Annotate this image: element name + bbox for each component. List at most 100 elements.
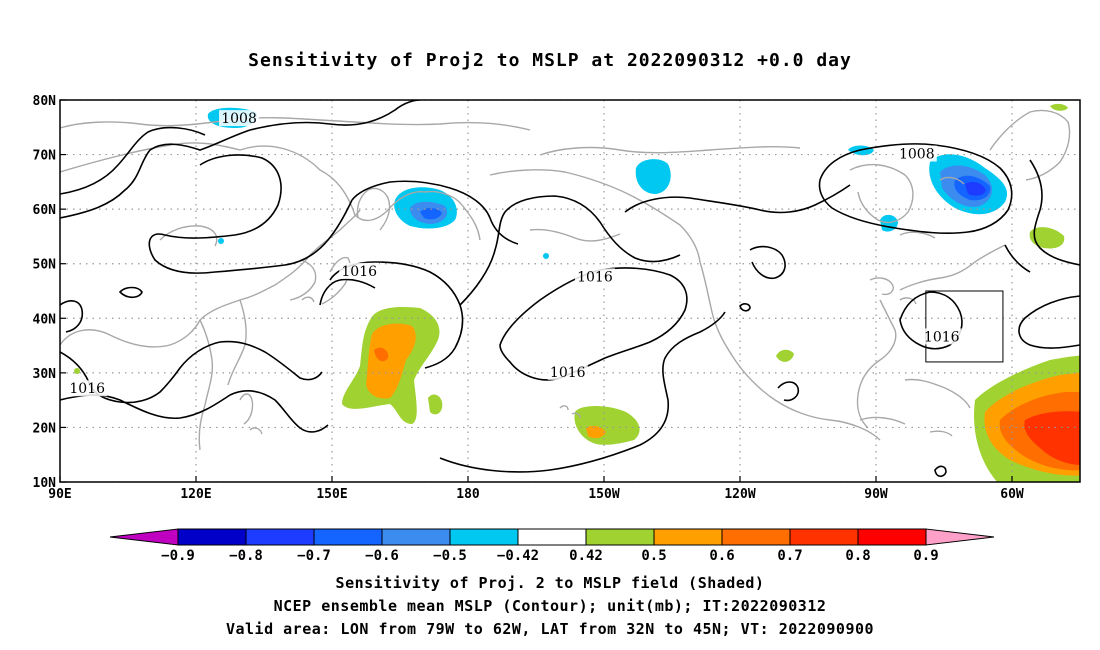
contour-1016-asia-north (60, 100, 421, 219)
colorbar-cell (517, 528, 587, 546)
colorbar-cell (381, 528, 451, 546)
contour-label-bg (339, 262, 380, 279)
coast-philippines (239, 393, 263, 435)
contour-label-bg (547, 363, 588, 380)
negative-region-alaska (635, 159, 671, 194)
lon-tick-label: 90W (864, 487, 888, 502)
colorbar-label: −0.6 (365, 548, 399, 564)
contour-label-bg (219, 110, 260, 127)
negative-region-canada-innermost (965, 182, 986, 196)
contour-1016-central-pacific (499, 267, 688, 381)
contour-1016-japan-loop (319, 278, 376, 306)
colorbar-label: −0.8 (229, 548, 263, 564)
contour-1016-caribbean (934, 465, 947, 478)
lon-tick-label: 180 (456, 487, 480, 502)
coast-alaska (489, 169, 701, 263)
contour-1016-atlantic-south (1018, 295, 1080, 349)
colorbar-cell (857, 528, 927, 546)
lat-tick-label: 30N (33, 367, 57, 382)
positive-region-pacific2 (428, 394, 443, 415)
contour-label-bg (921, 328, 962, 345)
contour-label: 1008 (221, 111, 257, 127)
lat-tick-label: 40N (33, 312, 57, 327)
caption-contour: NCEP ensemble mean MSLP (Contour); unit(… (273, 597, 827, 615)
colorbar-label: 0.8 (845, 548, 870, 564)
colorbar-cells (109, 528, 995, 546)
colorbar-cell (653, 528, 723, 546)
colorbar-cell (585, 528, 655, 546)
contour-1016-asia-upper (60, 126, 206, 195)
negative-dot-china (218, 238, 224, 244)
colorbar-max-triangle (925, 528, 995, 546)
positive-region-atlantic-innermost (1024, 411, 1080, 465)
contour-label: 1016 (341, 264, 377, 280)
caption-valid-area: Valid area: LON from 79W to 62W, LAT fro… (225, 620, 875, 638)
negative-region-kamchatka-inner (420, 207, 442, 220)
colorbar-label: −0.5 (433, 548, 467, 564)
coast-hudson (849, 163, 965, 239)
contour-label: 1016 (924, 329, 960, 345)
map-frame-bg (60, 100, 1080, 482)
colorbar-cell (721, 528, 791, 546)
positive-region-nwpacific-inner (374, 347, 389, 362)
contour-label-bg (67, 380, 108, 397)
colorbar-label: −0.9 (161, 548, 195, 564)
colorbar-label: 0.6 (709, 548, 734, 564)
contour-label: 1016 (550, 365, 586, 381)
lat-tick-label: 70N (33, 149, 57, 164)
positive-region-small-atlantic (1029, 227, 1065, 249)
contour-label: 1016 (69, 381, 105, 397)
lat-tick-label: 80N (33, 94, 57, 109)
contour-1016-siberia-loop (148, 154, 353, 274)
colorbar-cell (177, 528, 247, 546)
contour-1016-us (749, 245, 786, 280)
colorbar-label: 0.7 (777, 548, 802, 564)
sensitivity-map: 1008 1008 1016 1016 1016 1016 1016 90E 120E 150E… (33, 94, 1081, 502)
contour-label: 1008 (899, 147, 935, 163)
map-frame (59, 99, 1081, 483)
contour-1016-canada-east (1004, 244, 1031, 273)
colorbar-labels: −0.9 −0.8 −0.7 −0.6 −0.5 −0.42 0.42 0.5 0.6 0.7 0.… (161, 548, 939, 564)
positive-region-nwpacific-core (366, 323, 416, 399)
coastlines (60, 109, 1071, 451)
contour-1016-gulf (777, 381, 800, 402)
colorbar-label: 0.5 (641, 548, 666, 564)
contour-1016-atlantic (1029, 159, 1080, 266)
coast-arctic (60, 116, 801, 156)
contour-1016-small-loop (118, 286, 143, 299)
lat-tick-label: 20N (33, 421, 57, 436)
colorbar-cell (245, 528, 315, 546)
colorbar-cell (789, 528, 859, 546)
contour-1016-india-loop (60, 300, 84, 333)
contour-label: 1016 (577, 269, 613, 285)
negative-dot-pacific (543, 253, 549, 259)
contour-1016-east-pacific (459, 195, 681, 306)
colorbar-label: 0.9 (913, 548, 938, 564)
lon-tick-label: 60W (1000, 487, 1024, 502)
contour-1008-canada (818, 143, 1013, 234)
positive-region-arctic (1050, 103, 1068, 111)
contour-label-bg (574, 268, 615, 285)
coast-greenland (989, 109, 1071, 181)
lon-tick-label: 150W (588, 487, 619, 502)
colorbar-label: −0.42 (497, 548, 539, 564)
colorbar-label: −0.7 (297, 548, 331, 564)
longitude-ticks: 90E 120E 150E 180 150W 120W 90W 60W (48, 476, 1024, 502)
lat-tick-label: 10N (33, 476, 57, 491)
coast-hawaii (559, 405, 581, 419)
contour-1016-nw-pacific (329, 261, 464, 369)
map-title: Sensitivity of Proj2 to MSLP at 20220903… (248, 50, 852, 71)
positive-region-central-pacific-core (586, 425, 606, 439)
coast-kamchatka (356, 187, 391, 231)
valid-area-box (925, 290, 1004, 363)
contour-labels: 1008 1008 1016 1016 1016 1016 1016 (67, 110, 962, 397)
contour-1016-canada (624, 184, 851, 214)
lon-tick-label: 90E (48, 487, 71, 502)
contour-1016-seasia (60, 390, 329, 433)
latitude-ticks: 80N 70N 60N 50N 40N 30N 20N 10N (33, 94, 66, 491)
contour-1016-small-loop2 (739, 303, 751, 312)
lat-tick-label: 50N (33, 258, 57, 273)
colorbar-cell (313, 528, 383, 546)
lon-tick-label: 150E (316, 487, 347, 502)
lat-tick-label: 60N (33, 203, 57, 218)
